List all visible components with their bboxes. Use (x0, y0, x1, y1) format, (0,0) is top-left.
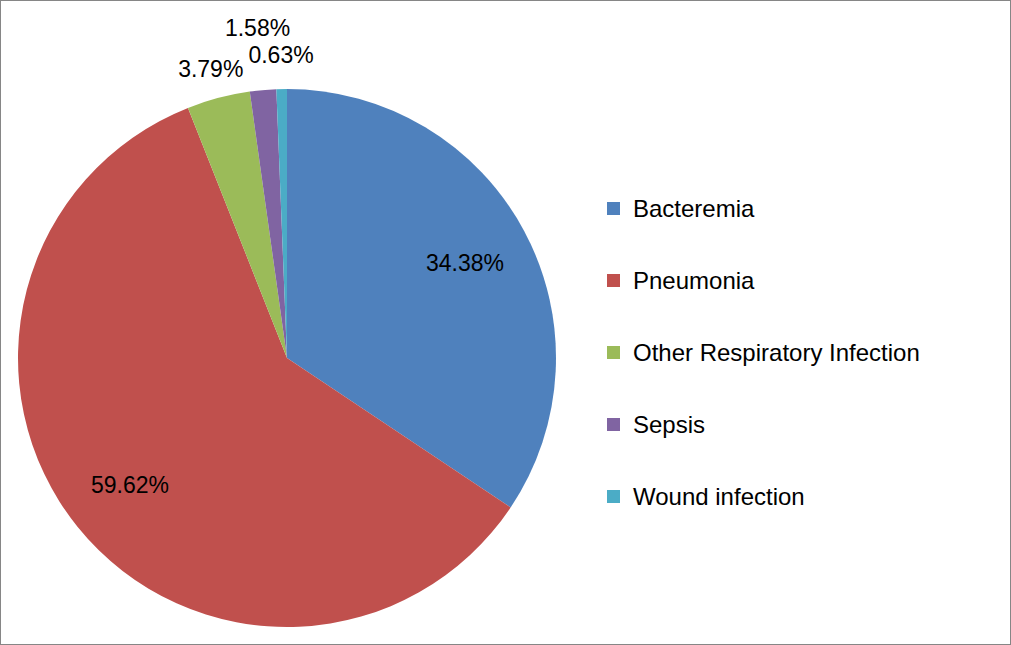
legend-swatch (607, 490, 620, 503)
legend-swatch (607, 418, 620, 431)
legend-label: Sepsis (633, 411, 705, 438)
chart-frame (1, 1, 1011, 645)
legend-swatch (607, 274, 620, 287)
data-labels: 34.38% 59.62% 3.79% 1.58%0.63% (91, 15, 504, 497)
pie-slice (276, 89, 287, 358)
pie (18, 89, 556, 627)
legend-swatch (607, 346, 620, 359)
data-label: 0.63% (248, 42, 313, 68)
data-label: 34.38% (426, 250, 504, 276)
legend: Bacteremia Pneumonia Other Respiratory Inf… (607, 195, 920, 510)
data-label: 59.62% (91, 472, 169, 498)
legend-label: Other Respiratory Infection (633, 339, 920, 366)
data-label: 1.58% (225, 15, 290, 41)
legend-label: Bacteremia (633, 195, 755, 222)
data-label: 3.79% (178, 56, 243, 82)
pie-slice (250, 89, 287, 358)
legend-label: Wound infection (633, 483, 805, 510)
chart: 34.38% 59.62% 3.79% 1.58%0.63% Bacteremia Pne… (0, 0, 1011, 645)
legend-swatch (607, 202, 620, 215)
legend-label: Pneumonia (633, 267, 755, 294)
